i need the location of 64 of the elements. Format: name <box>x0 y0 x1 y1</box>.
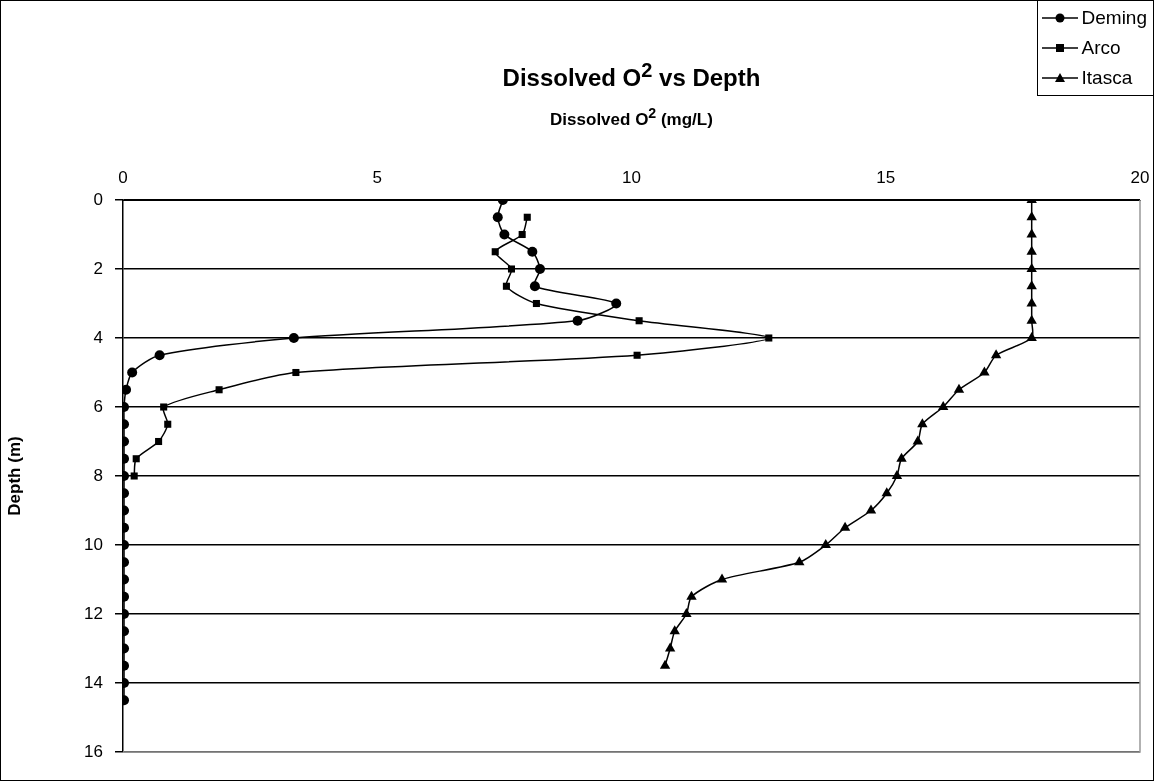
point <box>518 230 526 239</box>
point <box>1026 280 1037 290</box>
y-axis-title: Depth (m) <box>4 436 24 516</box>
y-tick-label: 4 <box>93 327 103 347</box>
point <box>686 590 697 600</box>
y-tick-label: 16 <box>84 741 103 761</box>
x-tick-label: 15 <box>876 168 896 188</box>
point <box>164 420 172 428</box>
point <box>1026 211 1037 221</box>
point <box>912 435 923 445</box>
y-tick-label: 8 <box>93 465 103 485</box>
point <box>155 437 163 446</box>
y-tick-label: 2 <box>93 258 103 278</box>
y-tick-label: 0 <box>93 189 103 209</box>
point <box>123 384 132 395</box>
point <box>1026 332 1037 341</box>
point <box>523 213 531 221</box>
point <box>659 659 671 669</box>
point <box>1026 297 1037 307</box>
y-tick-label: 12 <box>84 603 103 623</box>
point <box>1026 245 1037 255</box>
point <box>953 383 965 393</box>
y-tick-label: 10 <box>84 534 103 554</box>
y-tick-label: 14 <box>84 672 103 692</box>
legend-label: Arco <box>1081 37 1121 59</box>
x-tick-label: 10 <box>622 168 641 188</box>
point <box>1026 228 1037 238</box>
point <box>669 625 680 635</box>
point <box>681 608 692 617</box>
point <box>160 403 168 411</box>
point <box>896 452 907 462</box>
point <box>794 556 805 566</box>
legend-label: Deming <box>1081 7 1147 29</box>
point <box>716 573 728 583</box>
point <box>132 455 140 463</box>
point <box>507 265 516 273</box>
point <box>839 521 851 531</box>
point <box>917 418 928 428</box>
point <box>881 487 892 497</box>
x-tick-label: 5 <box>372 168 382 188</box>
point <box>532 299 540 308</box>
point <box>130 472 138 480</box>
x-axis-title: Dissolved O$^{2}$ (mg/L) <box>549 105 714 130</box>
point <box>633 351 641 359</box>
point <box>979 366 990 376</box>
point <box>1026 263 1037 272</box>
point <box>502 282 510 290</box>
point <box>664 642 676 652</box>
point <box>491 248 499 256</box>
point <box>891 470 903 479</box>
x-tick-label: 0 <box>118 168 128 188</box>
point <box>635 317 643 325</box>
point <box>865 504 877 514</box>
point <box>1026 314 1037 324</box>
legend-label: Itasca <box>1081 67 1133 89</box>
y-tick-label: 6 <box>93 396 103 416</box>
point <box>820 539 831 548</box>
point <box>215 386 223 394</box>
point <box>765 334 773 342</box>
chart-title: Dissolved O$^{2}$ vs Depth <box>502 59 761 91</box>
point <box>292 368 300 377</box>
point <box>938 401 949 410</box>
point <box>990 349 1002 359</box>
x-tick-label: 20 <box>1130 168 1150 188</box>
